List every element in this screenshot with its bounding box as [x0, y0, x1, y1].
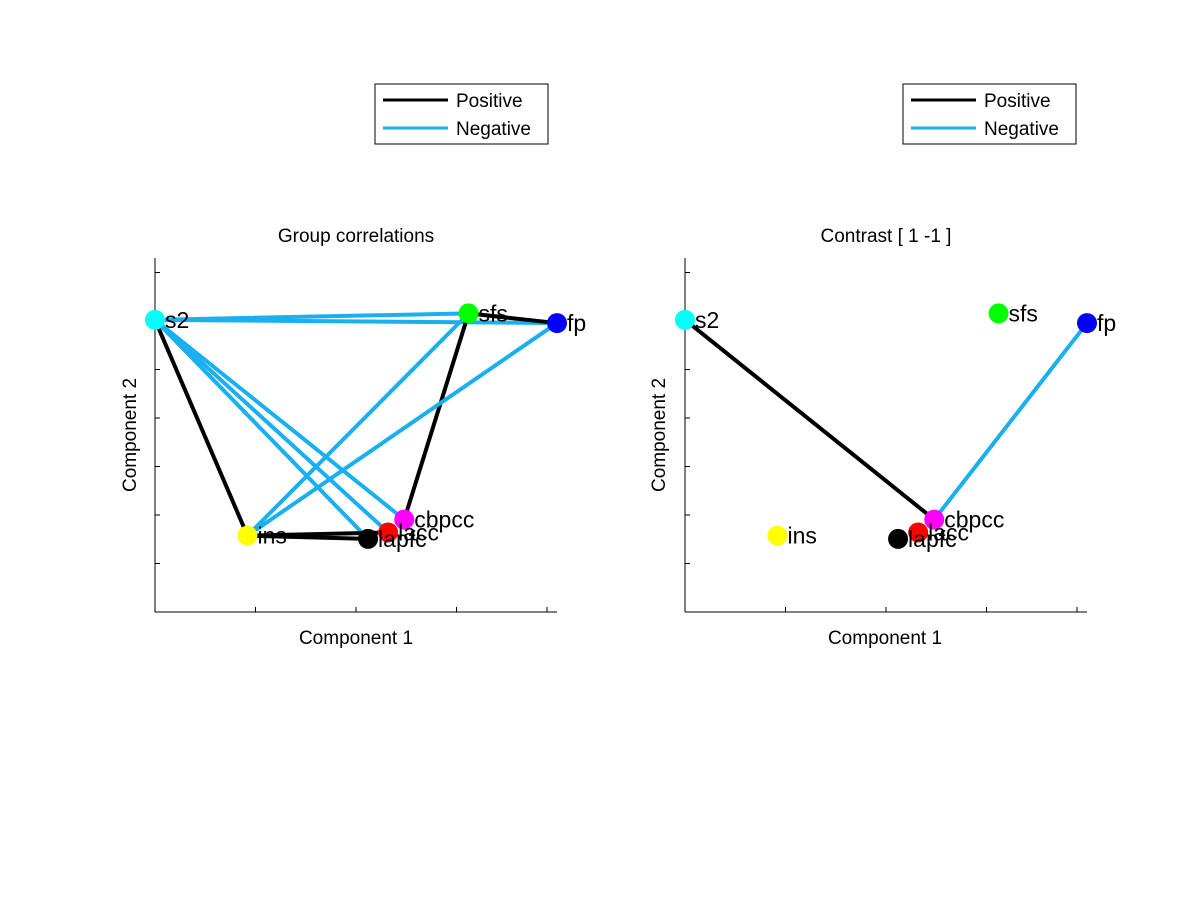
node-cbpcc	[924, 509, 945, 530]
node-s2	[145, 309, 165, 330]
node-label-ins: ins	[257, 523, 286, 549]
node-lapfc	[888, 528, 909, 549]
node-lacc	[908, 522, 929, 543]
node-label-s2: s2	[695, 307, 719, 333]
node-lacc	[378, 522, 399, 543]
legend-positive-label: Positive	[984, 91, 1051, 112]
legend-box	[374, 83, 549, 145]
node-fp	[547, 313, 567, 334]
legend: Positive Negative	[902, 83, 1077, 145]
node-ins	[237, 525, 258, 546]
legend-positive-label: Positive	[456, 91, 523, 112]
node-lapfc	[358, 528, 379, 549]
edge-s2-ins	[153, 317, 250, 538]
edge-s2-fp	[153, 317, 559, 326]
legend-negative-label: Negative	[456, 119, 531, 140]
node-label-cbpcc: cbpcc	[414, 507, 474, 533]
node-sfs	[988, 303, 1009, 324]
edges	[683, 317, 1089, 522]
node-sfs	[458, 303, 479, 324]
chart-title: Group correlations	[278, 226, 434, 247]
panel-contrast: Positive Negative Contrast [ 1 -1 ] Comp…	[649, 83, 1116, 649]
y-axis-label: Component 2	[120, 378, 141, 492]
edge-s2-lapfc	[153, 317, 371, 541]
x-axis-label: Component 1	[828, 628, 942, 649]
edge-s2-cbpcc	[153, 317, 407, 522]
node-label-ins: ins	[787, 523, 816, 549]
node-label-sfs: sfs	[479, 300, 508, 326]
node-label-lacc: lacc	[928, 519, 969, 545]
x-axis-label: Component 1	[299, 628, 413, 649]
node-label-lapfc: lapfc	[908, 526, 957, 552]
y-axis-label: Component 2	[649, 378, 670, 492]
node-label-lacc: lacc	[398, 519, 439, 545]
node-s2	[675, 309, 695, 330]
edge-s2-cbpcc	[683, 317, 937, 522]
node-label-cbpcc: cbpcc	[944, 507, 1004, 533]
edge-sfs-fp	[466, 311, 559, 326]
node-label-fp: fp	[1097, 310, 1116, 336]
node-cbpcc	[394, 509, 415, 530]
node-label-lapfc: lapfc	[378, 526, 427, 552]
node-fp	[1077, 313, 1097, 334]
edges	[153, 311, 559, 541]
node-ins	[767, 525, 788, 546]
node-label-fp: fp	[567, 310, 586, 336]
chart-title: Contrast [ 1 -1 ]	[821, 226, 952, 247]
node-label-sfs: sfs	[1009, 300, 1038, 326]
legend: Positive Negative	[374, 83, 549, 145]
edge-fp-cbpcc	[932, 321, 1089, 522]
panel-group-correlations: Positive Negative Group correlations Com…	[120, 83, 586, 649]
edge-s2-lacc	[153, 317, 391, 535]
edge-fp-ins	[245, 321, 559, 538]
legend-negative-label: Negative	[984, 119, 1059, 140]
edge-sfs-ins	[245, 311, 471, 538]
legend-box	[902, 83, 1077, 145]
node-label-s2: s2	[165, 307, 189, 333]
edge-sfs-cbpcc	[402, 311, 471, 522]
